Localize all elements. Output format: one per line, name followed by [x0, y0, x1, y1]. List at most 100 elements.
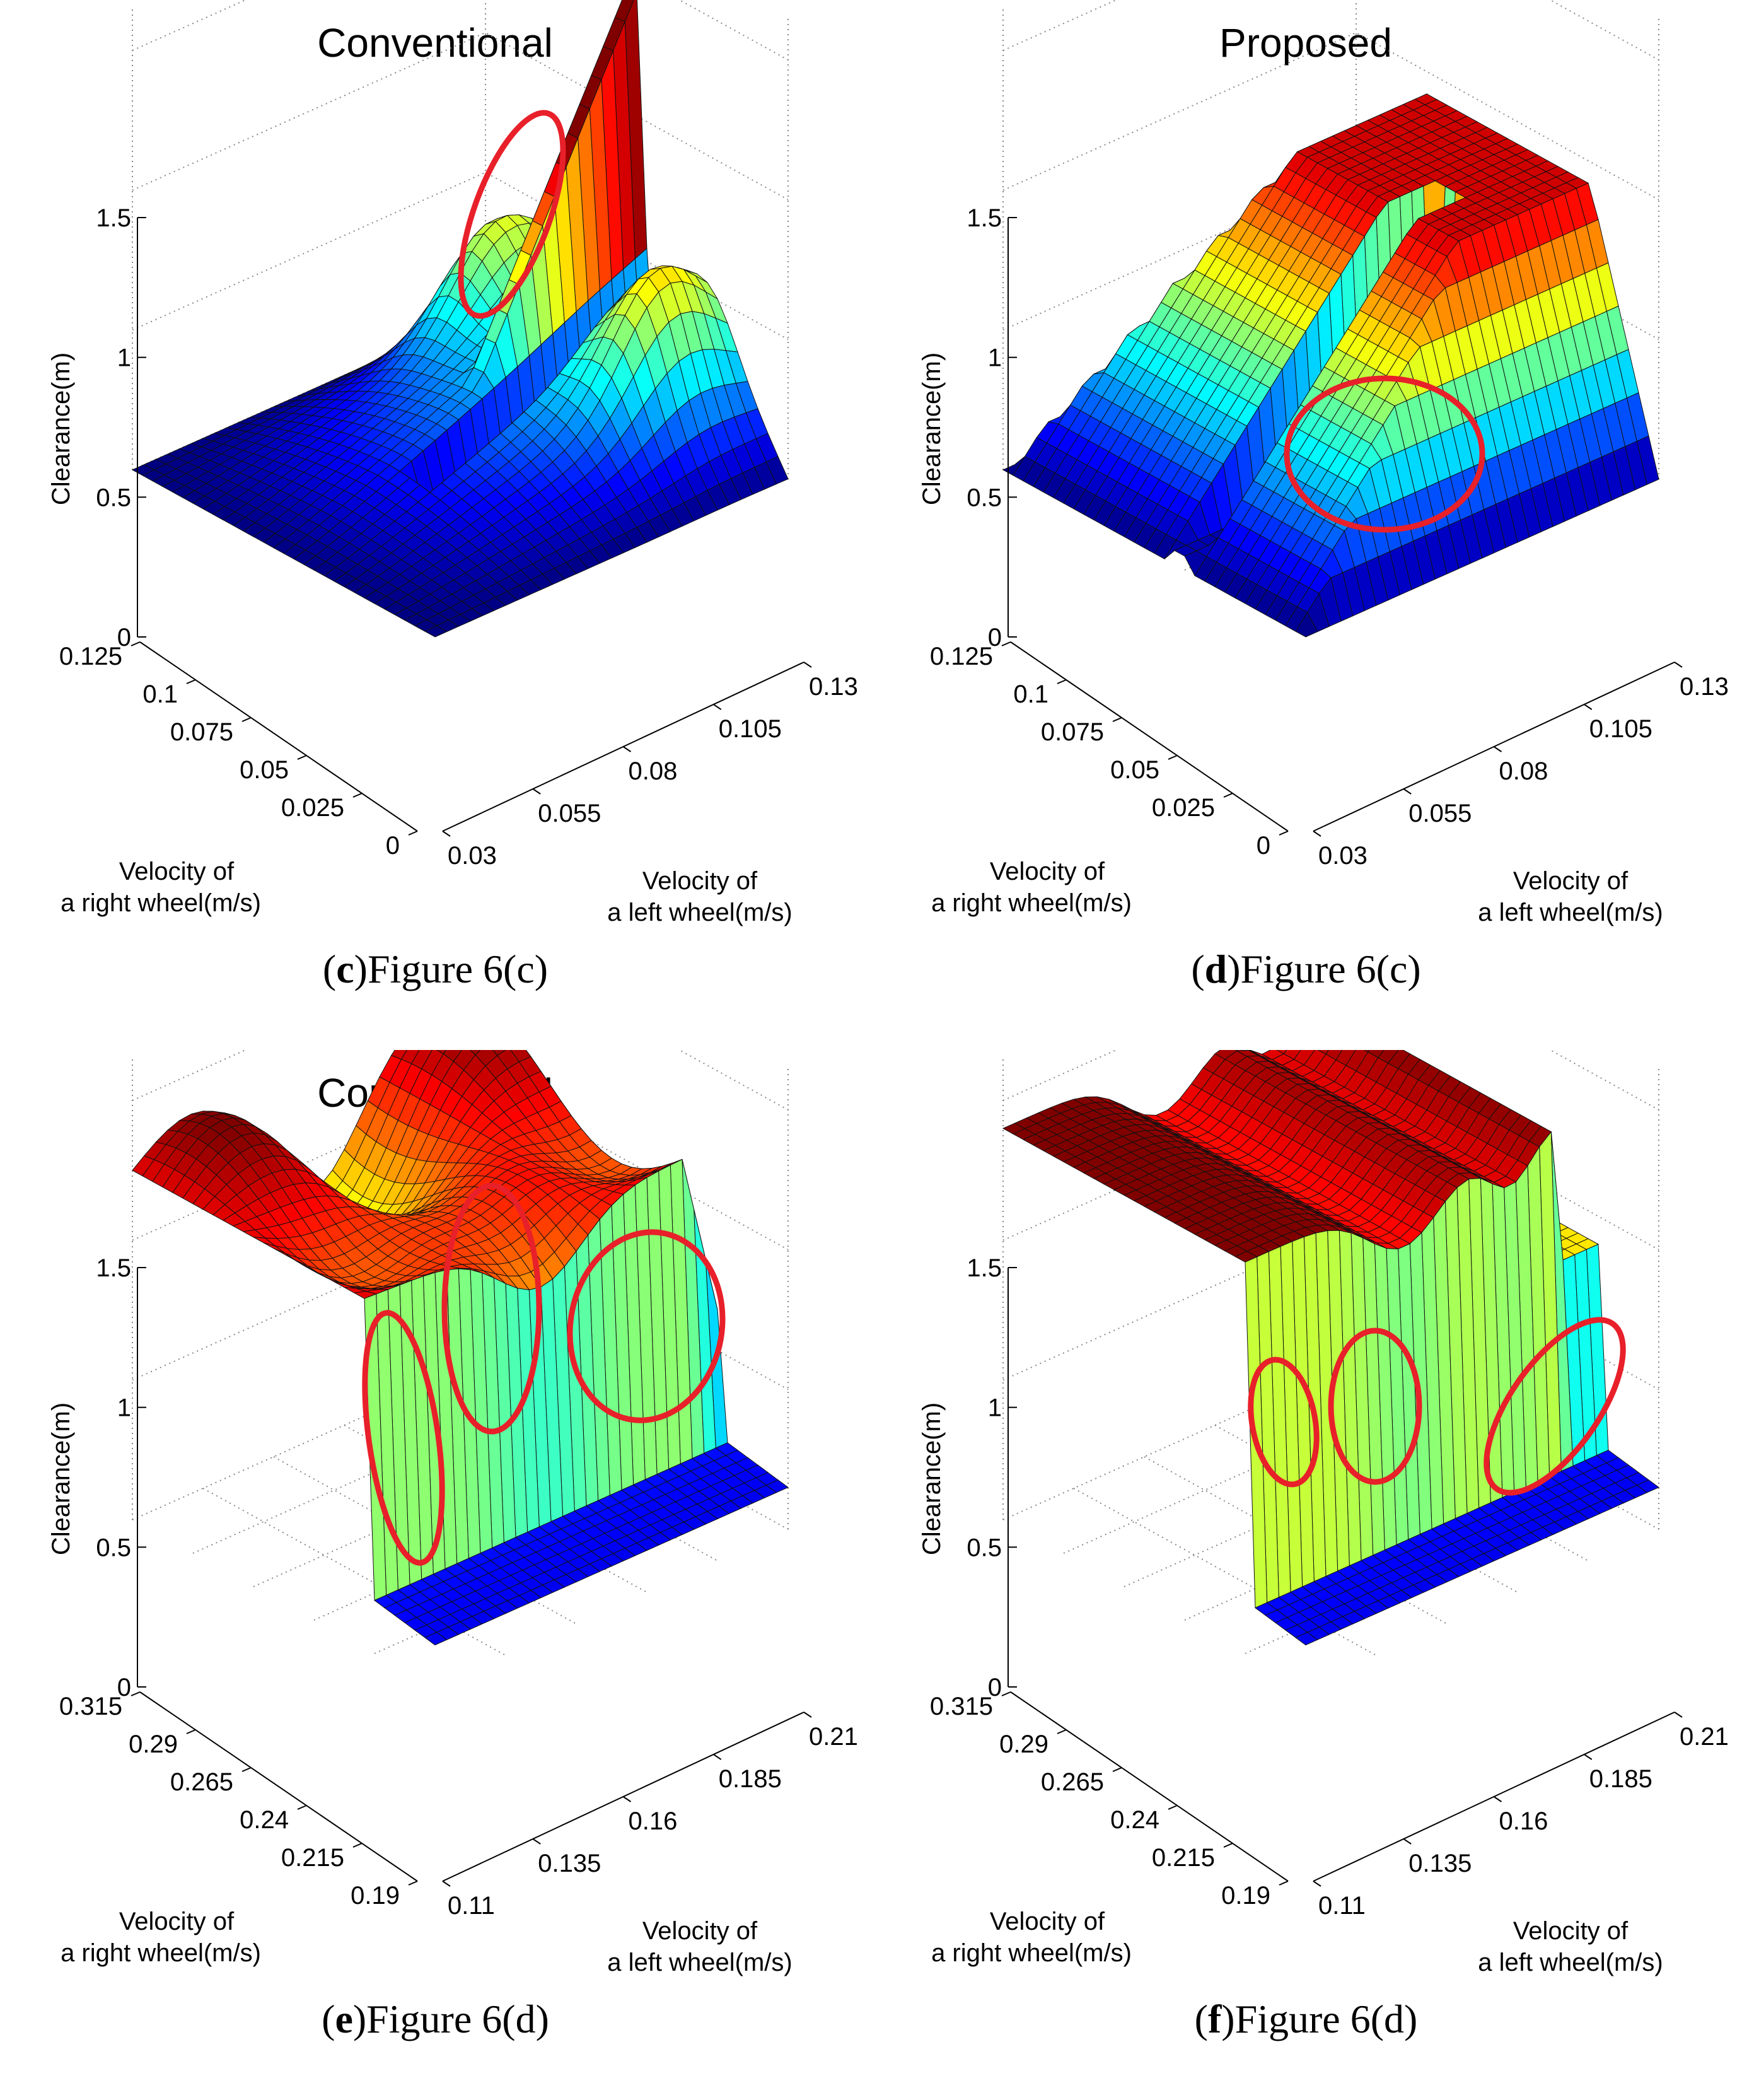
surface-plot-c: Conventional 0 0.5 1 1.5 Clearance(m) 0.125 0.1…	[47, 0, 858, 926]
y-axis-label-line1: Velocity of	[119, 1908, 235, 1935]
y-tick-label: 0.24	[240, 1806, 289, 1834]
y-tick-label: 0.1	[1013, 680, 1048, 708]
y-axis-label-line1: Velocity of	[119, 858, 235, 885]
x-tick	[1313, 1881, 1321, 1887]
caption-text: Figure 6(d)	[366, 1997, 549, 2041]
axes	[131, 217, 812, 837]
x-tick-label: 0.13	[809, 673, 858, 701]
caption-e: (e)Figure 6(d)	[322, 1997, 549, 2041]
y-tick-label: 0.125	[59, 643, 122, 670]
y-tick	[1057, 1729, 1067, 1734]
surface-patch	[424, 625, 448, 638]
y-tick	[352, 793, 363, 798]
y-tick-label: 0.19	[1221, 1882, 1270, 1910]
z-tick-label: 0.5	[96, 1534, 131, 1561]
x-tick	[1313, 831, 1321, 837]
y-tick-label: 0	[1257, 832, 1270, 860]
x-tick	[532, 788, 541, 795]
y-tick-label: 0.1	[142, 680, 178, 708]
caption-text: Figure 6(d)	[1234, 1997, 1418, 2041]
y-tick-label: 0.315	[930, 1693, 993, 1720]
x-tick-label: 0.03	[448, 842, 497, 870]
y-tick-label: 0.05	[1110, 756, 1159, 784]
chart-title: Conventional	[317, 20, 553, 66]
y-tick-label: 0.29	[129, 1730, 178, 1758]
x-tick	[1584, 1754, 1593, 1760]
z-tick-label: 0	[117, 1674, 131, 1701]
x-tick-label: 0.08	[1499, 757, 1548, 785]
caption-letter: f	[1207, 1997, 1222, 2041]
y-tick	[352, 1843, 363, 1848]
x-tick-label: 0.11	[448, 1892, 495, 1920]
x-tick-label: 0.03	[1318, 842, 1367, 870]
y-tick-label: 0.265	[170, 1768, 233, 1796]
highlight-ellipse	[1328, 1327, 1422, 1485]
x-axis-label-line2: a left wheel(m/s)	[1478, 899, 1663, 926]
y-tick-label: 0.265	[1041, 1768, 1104, 1796]
x-axis-label-line1: Velocity of	[642, 867, 758, 895]
y-tick	[241, 717, 252, 722]
highlight-ellipse	[1284, 375, 1485, 533]
y-tick-label: 0.29	[999, 1730, 1048, 1758]
y-axis-label-line1: Velocity of	[990, 858, 1105, 885]
z-tick-label: 1	[988, 344, 1002, 372]
y-tick	[1057, 679, 1067, 684]
y-tick-label: 0.125	[930, 643, 993, 670]
x-tick	[622, 746, 632, 752]
caption-f: (f)Figure 6(d)	[1194, 1997, 1418, 2041]
z-tick-label: 0.5	[967, 484, 1002, 511]
y-tick	[297, 755, 307, 760]
y-axis	[139, 1691, 418, 1882]
x-tick-label: 0.105	[719, 715, 782, 743]
z-axis-label: Clearance(m)	[918, 353, 946, 505]
y-tick	[408, 1881, 418, 1886]
surface-patch	[424, 1631, 448, 1646]
x-tick-label: 0.135	[538, 1850, 601, 1877]
y-tick-label: 0.215	[1152, 1844, 1215, 1872]
y-tick-label: 0.24	[1110, 1806, 1159, 1834]
caption-d: (d)Figure 6(c)	[1191, 947, 1421, 991]
y-tick-label: 0	[386, 832, 400, 860]
z-tick-label: 1.5	[967, 1254, 1002, 1282]
x-axis-label-line2: a left wheel(m/s)	[607, 899, 792, 926]
x-axis-label-line1: Velocity of	[1513, 1917, 1629, 1945]
panel-c: Conventional 0 0.5 1 1.5 Clearance(m) 0.125 0.1…	[0, 0, 871, 1050]
y-tick	[131, 641, 141, 646]
y-tick-label: 0.025	[1152, 794, 1215, 822]
y-axis-label-line2: a right wheel(m/s)	[61, 1939, 261, 1967]
y-tick	[408, 831, 418, 836]
x-tick-label: 0.13	[1680, 673, 1729, 701]
surface-patch	[470, 1050, 481, 1056]
x-tick	[1493, 1796, 1502, 1802]
y-axis-label-line2: a right wheel(m/s)	[931, 889, 1132, 917]
z-tick-label: 1	[117, 344, 131, 372]
z-tick-label: 1	[117, 1394, 131, 1422]
x-axis-label-line2: a left wheel(m/s)	[607, 1949, 792, 1976]
z-axis-label: Clearance(m)	[47, 1403, 75, 1555]
x-tick-label: 0.08	[629, 757, 678, 785]
x-tick	[713, 704, 722, 710]
x-tick	[1674, 662, 1683, 668]
z-tick-label: 0	[117, 624, 131, 651]
axes	[131, 1267, 812, 1887]
y-tick-label: 0.05	[240, 756, 289, 784]
surface-plot-f: Proposed00.511.5Clearance(m)0.3150.290.2…	[918, 1050, 1729, 1976]
caption-text: Figure 6(c)	[1240, 947, 1421, 991]
surface-patch	[1295, 612, 1318, 638]
y-tick	[1223, 793, 1233, 798]
y-tick-label: 0.075	[170, 718, 233, 746]
z-tick-label: 0	[988, 1674, 1002, 1701]
y-tick	[1168, 1805, 1178, 1810]
surface-plot-e: Conventional00.511.5Clearance(m)0.3150.2…	[47, 1050, 858, 1976]
panel-e: Conventional00.511.5Clearance(m)0.3150.2…	[0, 1050, 871, 2100]
axes	[1001, 1267, 1683, 1887]
x-axis-label-line1: Velocity of	[1513, 867, 1629, 895]
highlight-ellipse	[362, 1310, 445, 1566]
y-tick	[1279, 1881, 1289, 1886]
y-tick	[1279, 831, 1289, 836]
x-tick	[622, 1796, 632, 1802]
panel-d: Proposed 0 0.5 1 1.5 Clearance(m) 0.125 0.1 0.07…	[871, 0, 1741, 1050]
y-axis-label-line2: a right wheel(m/s)	[61, 889, 261, 917]
x-tick-label: 0.105	[1589, 715, 1652, 743]
x-tick	[442, 831, 451, 837]
